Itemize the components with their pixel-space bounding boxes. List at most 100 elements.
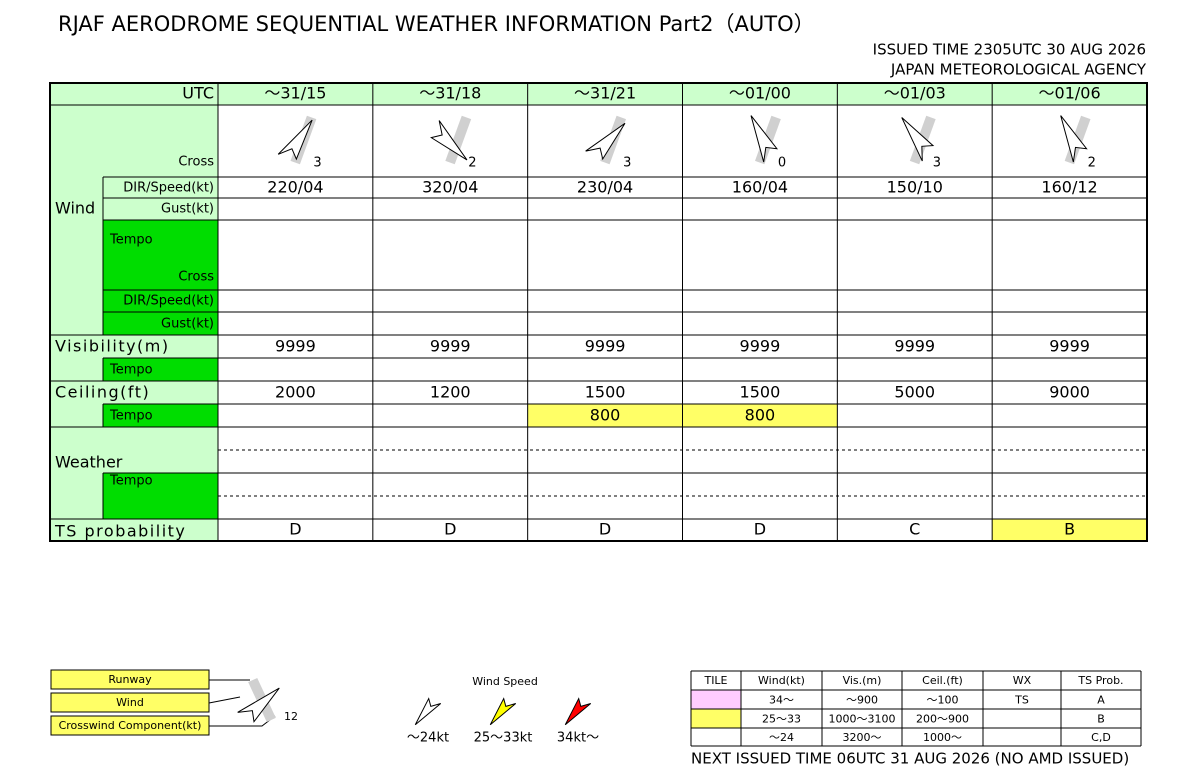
column-header: ～31/15 xyxy=(264,84,326,103)
wind-arrow xyxy=(750,115,779,163)
legend-cell: 200～900 xyxy=(916,713,969,726)
issued-time: ISSUED TIME 2305UTC 30 AUG 2026 xyxy=(873,41,1146,59)
crosswind: 0 xyxy=(778,156,786,171)
table-border xyxy=(49,82,1148,542)
ceiling: 9000 xyxy=(1049,383,1090,402)
visibility: 9999 xyxy=(1049,337,1090,356)
dir-speed: 150/10 xyxy=(887,178,943,197)
legend-header: Wind(kt) xyxy=(758,674,805,687)
wind-sample xyxy=(237,687,280,723)
ceiling-label: Ceiling(ft) xyxy=(55,383,150,402)
cross-label: Cross xyxy=(178,270,214,285)
tempo-bg xyxy=(103,358,218,381)
column-header: ～31/18 xyxy=(419,84,481,103)
tempo-label: Tempo xyxy=(109,233,153,248)
runway-bar xyxy=(445,115,472,165)
header-bg xyxy=(50,83,1147,105)
cross-label: Cross xyxy=(178,155,214,170)
legend-cell: C,D xyxy=(1091,731,1111,744)
ts-probability: D xyxy=(289,520,301,539)
legend-cell: 1000～3100 xyxy=(829,713,896,726)
legend-crosswind: Crosswind Component(kt) xyxy=(59,719,202,732)
ts-probability: B xyxy=(1064,520,1075,539)
ceiling-tempo: 800 xyxy=(745,406,776,425)
leader xyxy=(208,696,241,704)
legend-cell: ～24 xyxy=(769,731,794,744)
legend-cell: 1000～ xyxy=(923,731,962,744)
wind-arrow xyxy=(1060,115,1088,163)
ts-label: TS probability xyxy=(54,522,186,541)
ceiling-tempo: 800 xyxy=(590,406,621,425)
visibility: 9999 xyxy=(585,337,626,356)
dir-speed: 160/12 xyxy=(1041,178,1097,197)
ts-probability: C xyxy=(909,520,920,539)
legend-cell: TS xyxy=(1014,694,1029,707)
dir-speed: 220/04 xyxy=(267,178,323,197)
wind-arrow xyxy=(277,119,313,161)
speed-label: 25～33kt xyxy=(474,731,533,746)
ceiling: 1500 xyxy=(740,383,781,402)
legend-wind: Wind xyxy=(116,696,144,709)
tile-color xyxy=(691,728,741,746)
gust-label: Gust(kt) xyxy=(161,202,214,217)
legend-cell: ～900 xyxy=(846,694,878,707)
column-header: ～01/03 xyxy=(884,84,946,103)
ceiling: 5000 xyxy=(894,383,935,402)
crosswind: 2 xyxy=(1088,156,1096,171)
crosswind: 3 xyxy=(313,156,321,171)
gust-label: Gust(kt) xyxy=(161,317,214,332)
legend-cell: 25～33 xyxy=(762,713,801,726)
tempo-label: Tempo xyxy=(109,409,153,424)
highlight-cell xyxy=(992,519,1147,541)
column-header: ～01/06 xyxy=(1039,84,1101,103)
tempo-bg xyxy=(103,473,218,519)
tile-color xyxy=(691,690,741,709)
legend-cell: B xyxy=(1097,713,1105,726)
speed-arrow xyxy=(489,697,517,726)
ts-probability: D xyxy=(444,520,456,539)
dir-label: DIR/Speed(kt) xyxy=(123,294,214,309)
title: RJAF AERODROME SEQUENTIAL WEATHER INFORM… xyxy=(58,12,815,36)
wind-arrow xyxy=(430,120,468,161)
ts-probability: D xyxy=(754,520,766,539)
wind-arrow xyxy=(901,117,935,162)
dir-label: DIR/Speed(kt) xyxy=(123,181,214,196)
legend-header: Ceil.(ft) xyxy=(922,674,963,687)
legend-runway: Runway xyxy=(108,673,152,686)
wind-label: Wind xyxy=(55,199,95,218)
legend-header: TS Prob. xyxy=(1077,674,1123,687)
column-header: ～31/21 xyxy=(574,84,636,103)
crosswind-sample: 12 xyxy=(284,710,298,723)
crosswind: 3 xyxy=(623,156,631,171)
ceiling: 1500 xyxy=(585,383,626,402)
legend: Runway Wind Crosswind Component(kt) 12 W… xyxy=(50,669,1142,747)
visibility: 9999 xyxy=(894,337,935,356)
visibility: 9999 xyxy=(430,337,471,356)
dir-speed: 320/04 xyxy=(422,178,478,197)
utc-label: UTC xyxy=(182,84,214,103)
speed-label: 34kt～ xyxy=(557,731,599,746)
legend-cell: A xyxy=(1097,694,1105,707)
tempo-label: Tempo xyxy=(109,474,153,489)
legend-cell: ～100 xyxy=(927,694,959,707)
speed-label: ～24kt xyxy=(407,731,449,746)
legend-header: Vis.(m) xyxy=(843,674,882,687)
weather-label: Weather xyxy=(55,453,123,472)
visibility: 9999 xyxy=(740,337,781,356)
tempo-label: Tempo xyxy=(109,363,153,378)
speed-arrow xyxy=(564,697,592,726)
column-header: ～01/00 xyxy=(729,84,791,103)
visibility-label: Visibility(m) xyxy=(55,337,170,356)
next-issued: NEXT ISSUED TIME 06UTC 31 AUG 2026 (NO A… xyxy=(691,750,1129,768)
speed-arrow xyxy=(414,697,442,726)
ts-probability: D xyxy=(599,520,611,539)
crosswind: 3 xyxy=(933,156,941,171)
wind-arrow xyxy=(585,122,626,161)
visibility: 9999 xyxy=(275,337,316,356)
highlight-cell xyxy=(527,404,683,427)
dir-speed: 160/04 xyxy=(732,178,788,197)
highlight-cell xyxy=(682,404,838,427)
crosswind: 2 xyxy=(468,156,476,171)
wind-speed-title: Wind Speed xyxy=(472,675,538,688)
